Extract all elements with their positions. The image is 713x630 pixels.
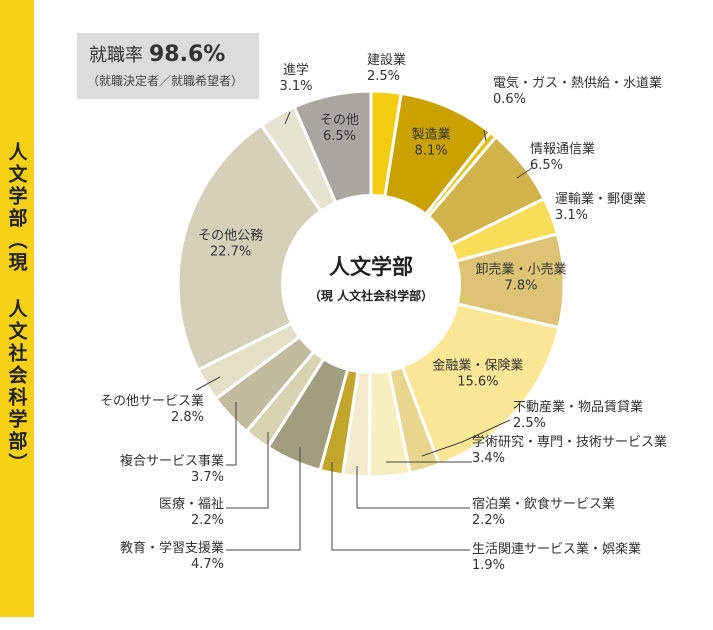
slice-label-1: 建設業 2.5% [367, 52, 406, 84]
employment-rate-value: 98.6% [149, 42, 226, 67]
slice-16 [176, 123, 374, 372]
leader-line-11 [331, 462, 470, 551]
employment-rate-box: 就職率 98.6% （就職決定者／就職希望者） [77, 33, 259, 99]
slice-label-8: 不動産業・物品賃貸業 2.5% [513, 399, 643, 431]
slice-label-17: 進学 3.1% [279, 62, 312, 94]
slice-label-7: 金融業・保険業 15.6% [432, 358, 523, 390]
leader-line-15 [195, 376, 221, 391]
slice-label-11: 生活関連サービス業・娯楽業 1.9% [472, 541, 641, 573]
leader-line-4 [516, 167, 533, 179]
employment-rate-label: 就職率 [89, 45, 143, 66]
leader-line-8 [421, 419, 511, 457]
slice-label-2: 製造業 8.1% [412, 127, 451, 159]
donut-hole [281, 194, 461, 374]
slice-label-15: その他サービス業 2.8% [100, 393, 204, 425]
employment-rate-line: 就職率 98.6% [89, 41, 225, 67]
slice-label-16: その他公務 22.7% [198, 229, 263, 260]
employment-rate-note: （就職決定者／就職希望者） [87, 74, 244, 88]
center-subtitle: （現 人文社会科学部） [309, 288, 433, 303]
leader-line-13 [226, 432, 269, 509]
slice-label-9: 学術研究・専門・技術サービス業 3.4% [472, 434, 667, 466]
slice-label-14: 複合サービス事業 3.7% [120, 453, 224, 485]
slice-label-12: 教育・学習支援業 4.7% [120, 540, 224, 572]
slice-label-4: 情報通信業 6.5% [530, 141, 595, 173]
leader-line-12 [226, 447, 301, 551]
slice-label-10: 宿泊業・飲食サービス業 2.2% [472, 496, 615, 528]
slice-label-18: その他 6.5% [320, 113, 359, 144]
slice-6 [370, 232, 566, 330]
side-title: 人文学部（現 人文社会科学部） [5, 142, 28, 475]
leader-line-10 [356, 466, 470, 509]
slice-label-3: 電気・ガス・熱供給・水道業 0.6% [493, 75, 662, 107]
leader-line-14 [226, 402, 237, 466]
center-title: 人文学部 [329, 255, 413, 279]
leader-line-17 [284, 111, 291, 125]
side-band [0, 0, 34, 617]
slice-label-13: 医療・福祉 2.2% [159, 497, 224, 528]
slice-label-5: 運輸業・郵便業 3.1% [555, 191, 646, 223]
slice-label-6: 卸売業・小売業 7.8% [475, 261, 566, 293]
leader-line-3 [483, 129, 487, 142]
